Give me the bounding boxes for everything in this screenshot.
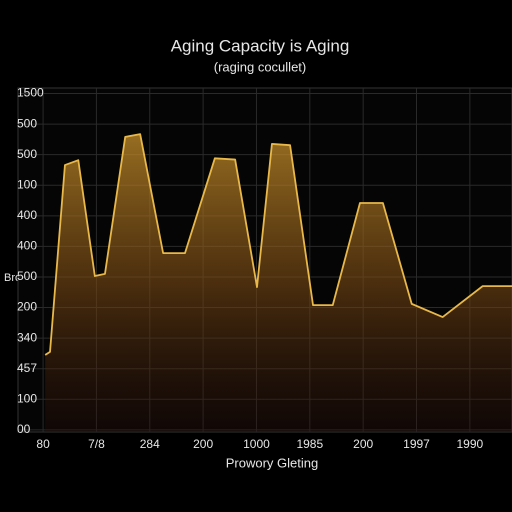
y-tick-label: 00 <box>17 422 31 436</box>
x-tick-label: 80 <box>36 437 50 451</box>
chart-title: Aging Capacity is Aging <box>171 36 350 55</box>
y-tick-label: 400 <box>17 239 37 253</box>
line <box>44 133 512 356</box>
x-tick-label: 200 <box>353 437 373 451</box>
x-axis-label: Prowory Gleting <box>226 455 318 470</box>
chart-subtitle: (raging cocullet) <box>214 59 307 74</box>
y-tick-label: 200 <box>17 300 37 314</box>
x-tick-label: 1997 <box>403 437 430 451</box>
y-tick-label: 100 <box>17 391 37 405</box>
x-tick-label: 200 <box>193 437 213 451</box>
y-tick-label: 100 <box>17 177 37 191</box>
x-tick-label: 284 <box>140 437 160 451</box>
y-tick-label: 340 <box>17 330 37 344</box>
y-tick-label: 457 <box>17 361 37 375</box>
x-tick-label: 7/8 <box>88 437 105 451</box>
y-tick-label: 500 <box>17 116 37 130</box>
area <box>45 134 512 432</box>
y-tick-label: 400 <box>17 208 37 222</box>
x-tick-label: 1990 <box>457 437 484 451</box>
x-tick-label: 1000 <box>243 437 270 451</box>
x-tick-label: 1985 <box>296 437 323 451</box>
y-tick-label: 500 <box>17 147 37 161</box>
y-tick-label: 1500 <box>17 86 44 100</box>
y-tick-label: 500 <box>17 269 37 283</box>
